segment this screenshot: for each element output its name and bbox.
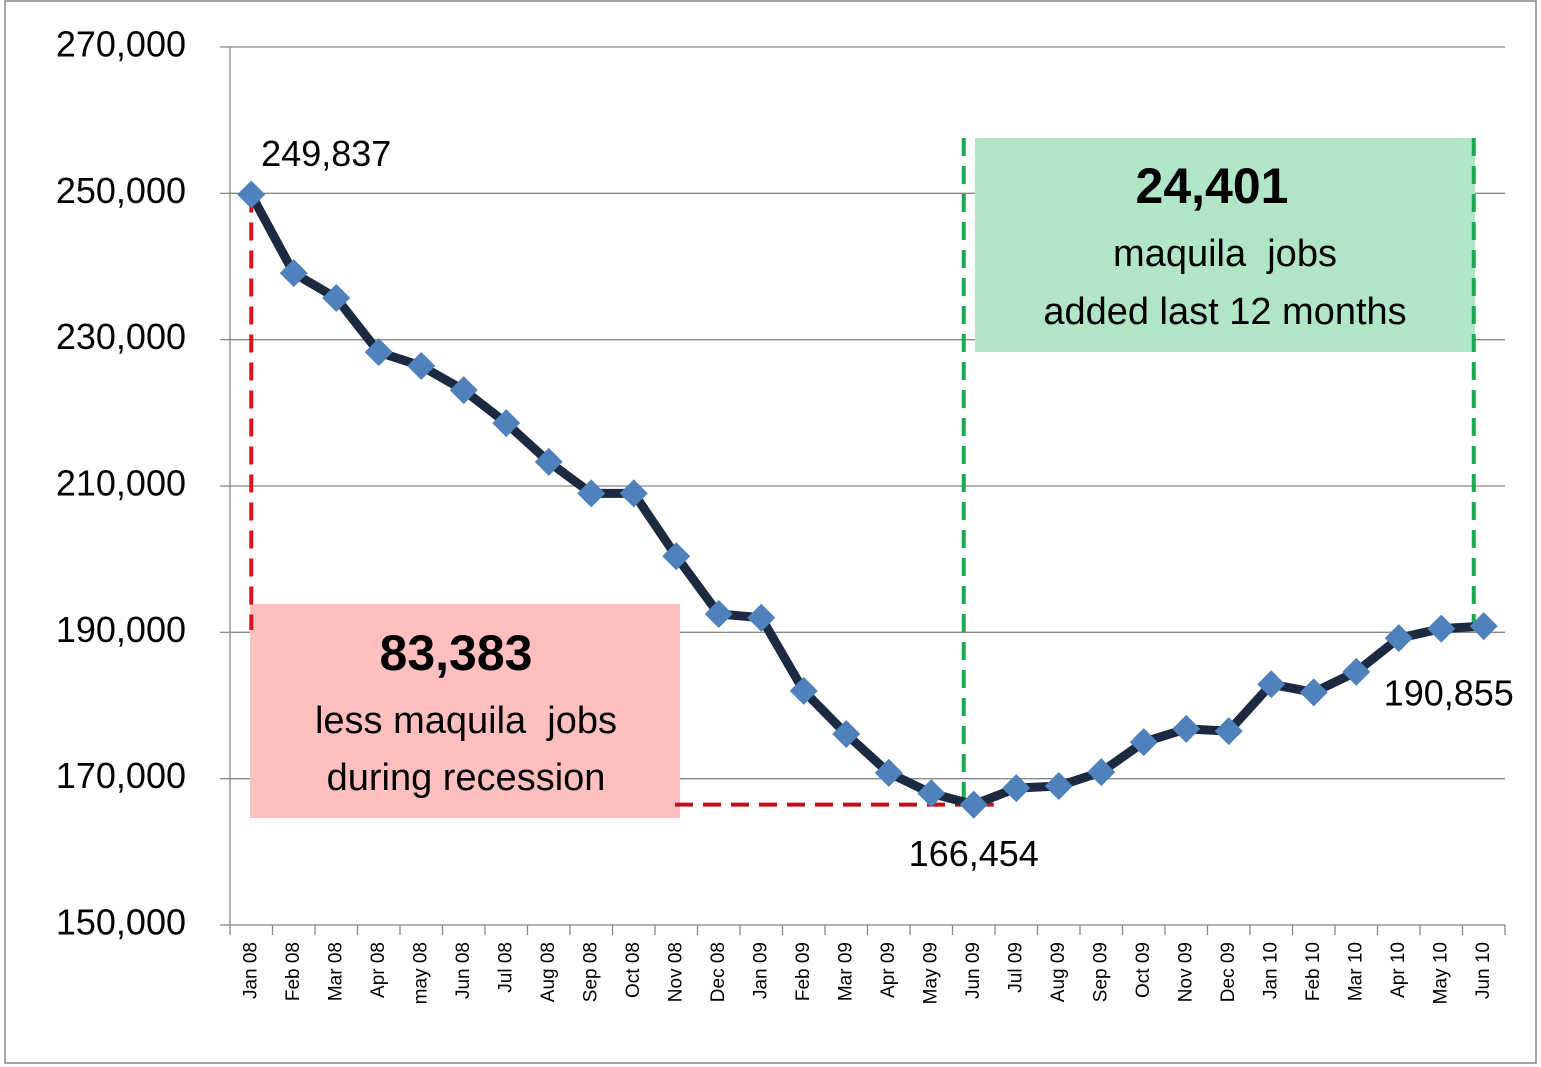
data-point — [1087, 758, 1116, 787]
data-point — [619, 479, 648, 508]
data-point — [279, 259, 308, 288]
data-point — [1384, 624, 1413, 653]
x-tick-label: Oct 08 — [623, 942, 644, 998]
data-point — [449, 376, 478, 405]
data-label: 249,837 — [261, 133, 391, 174]
x-tick-label: Mar 10 — [1345, 942, 1366, 1001]
data-point — [1469, 612, 1498, 641]
x-tick-label: Jan 08 — [240, 942, 261, 999]
annotation-value: 24,401 — [1136, 158, 1289, 214]
data-point — [322, 283, 351, 312]
data-point — [364, 338, 393, 367]
data-point — [1299, 678, 1328, 707]
x-tick-label: Mar 08 — [325, 942, 346, 1001]
data-point — [1129, 728, 1158, 757]
annotation-text: added last 12 months — [1043, 291, 1406, 333]
x-tick-label: Dec 09 — [1218, 942, 1239, 1002]
x-tick-label: Feb 08 — [283, 942, 304, 1001]
x-tick-label: Oct 09 — [1133, 942, 1154, 998]
data-label: 190,855 — [1384, 673, 1514, 714]
data-point — [747, 603, 776, 632]
x-tick-label: Feb 09 — [793, 942, 814, 1001]
x-tick-label: may 08 — [410, 942, 431, 1004]
data-point — [704, 600, 733, 629]
x-tick-label: Dec 08 — [708, 942, 729, 1002]
y-tick-label: 250,000 — [56, 170, 186, 211]
data-point — [492, 409, 521, 438]
x-tick-label: Jul 08 — [495, 942, 516, 993]
x-tick-label: Jun 08 — [453, 942, 474, 999]
data-point — [789, 676, 818, 705]
x-tick-label: May 09 — [920, 942, 941, 1004]
annotation-box — [250, 604, 680, 818]
x-tick-label: Feb 10 — [1303, 942, 1324, 1001]
x-tick-label: Jul 09 — [1005, 942, 1026, 993]
x-tick-label: Apr 09 — [878, 942, 899, 998]
data-point — [917, 779, 946, 808]
data-point — [1427, 614, 1456, 643]
x-tick-label: Aug 08 — [538, 942, 559, 1002]
data-point — [1214, 717, 1243, 746]
y-tick-label: 190,000 — [56, 609, 186, 650]
annotation-box — [975, 138, 1475, 352]
annotation-text: maquila jobs — [1113, 233, 1337, 275]
x-tick-label: Jun 09 — [963, 942, 984, 999]
data-point — [874, 758, 903, 787]
data-point — [1172, 714, 1201, 743]
annotation-value: 83,383 — [380, 625, 533, 681]
data-point — [959, 790, 988, 819]
y-tick-label: 230,000 — [56, 316, 186, 357]
x-tick-label: Apr 08 — [368, 942, 389, 998]
y-tick-label: 270,000 — [56, 24, 186, 65]
x-tick-label: Sep 08 — [580, 942, 601, 1002]
y-tick-label: 170,000 — [56, 755, 186, 796]
data-point — [832, 720, 861, 749]
x-tick-label: Jan 10 — [1260, 942, 1281, 999]
y-tick-label: 210,000 — [56, 463, 186, 504]
x-tick-label: Sep 09 — [1090, 942, 1111, 1002]
annotation-text: less maquila jobs — [315, 700, 617, 742]
x-tick-label: Apr 10 — [1388, 942, 1409, 998]
data-point — [1044, 771, 1073, 800]
data-point — [1257, 670, 1286, 699]
data-point — [577, 479, 606, 508]
x-tick-label: Nov 09 — [1175, 942, 1196, 1002]
data-point — [407, 352, 436, 381]
x-tick-label: Mar 09 — [835, 942, 856, 1001]
data-point — [1342, 657, 1371, 686]
y-tick-label: 150,000 — [56, 902, 186, 943]
x-tick-label: Nov 08 — [665, 942, 686, 1002]
x-tick-label: Jun 10 — [1473, 942, 1494, 999]
data-label: 166,454 — [909, 833, 1039, 874]
data-point — [1002, 774, 1031, 803]
x-tick-label: May 10 — [1430, 942, 1451, 1004]
data-point — [534, 447, 563, 476]
data-point — [662, 542, 691, 571]
x-tick-label: Aug 09 — [1048, 942, 1069, 1002]
annotation-text: during recession — [327, 757, 606, 799]
x-tick-label: Jan 09 — [750, 942, 771, 999]
data-point — [237, 180, 266, 209]
